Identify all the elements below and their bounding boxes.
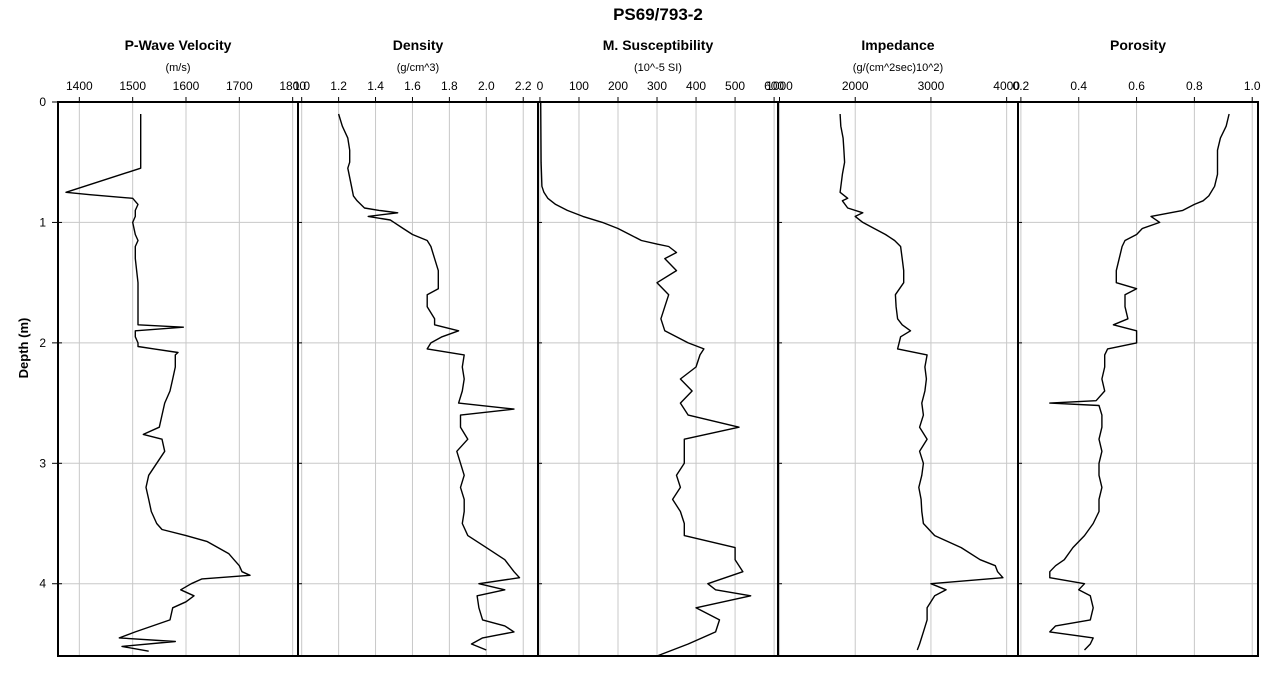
- panel-frame-porosity: [1017, 101, 1259, 657]
- panel-p-wave-velocity: P-Wave Velocity (m/s) 1400 1500 1600 1700 1800: [57, 37, 306, 657]
- x-tick-label-porosity-4: 1.0: [1244, 79, 1261, 93]
- panel-unit-impedance: (g/(cm^2sec)10^2): [853, 62, 943, 74]
- panel-m-susceptibility: M. Susceptibility (10^-5 SI) 0 100 200 300 400…: [537, 37, 784, 657]
- x-tick-label-p-wave-velocity-1: 1500: [119, 79, 146, 93]
- panel-porosity: Porosity 0.2 0.4 0.6 0.8 1.0: [1013, 37, 1261, 657]
- curve-m-susceptibility: [540, 101, 752, 657]
- x-tick-label-m-susceptibility-6: 600: [764, 79, 784, 93]
- curve-p-wave-velocity: [65, 114, 251, 652]
- x-tick-label-p-wave-velocity-3: 1700: [226, 79, 253, 93]
- x-tick-label-porosity-3: 0.8: [1186, 79, 1203, 93]
- curve-density: [337, 113, 521, 651]
- panel-title-m-susceptibility: M. Susceptibility: [603, 37, 714, 53]
- panel-title-porosity: Porosity: [1110, 37, 1166, 53]
- panel-density: Density (g/cm^3) 1.0 1.2 1.4 1.6 1.8 2.0 2.2: [293, 37, 539, 657]
- x-tick-label-m-susceptibility-5: 500: [725, 79, 745, 93]
- panel-frame-density: [297, 101, 539, 657]
- panel-title-impedance: Impedance: [861, 37, 934, 53]
- x-tick-label-impedance-0: 1000: [766, 79, 793, 93]
- y-tick-label-4: 4: [39, 577, 46, 591]
- x-tick-label-impedance-3: 4000: [993, 79, 1020, 93]
- log-panels: P-Wave Velocity (m/s) 1400 1500 1600 1700 1800…: [57, 37, 1261, 657]
- panel-title-p-wave-velocity: P-Wave Velocity: [125, 37, 232, 53]
- x-tick-label-impedance-1: 2000: [842, 79, 869, 93]
- y-tick-label-2: 2: [39, 336, 46, 350]
- curve-impedance: [839, 113, 1004, 651]
- x-tick-label-porosity-0: 0.2: [1013, 79, 1030, 93]
- x-tick-label-density-1: 1.2: [330, 79, 347, 93]
- x-tick-label-m-susceptibility-0: 0: [537, 79, 544, 93]
- panel-unit-density: (g/cm^3): [397, 62, 439, 74]
- panel-title-density: Density: [393, 37, 444, 53]
- y-tick-label-3: 3: [39, 456, 46, 470]
- x-tick-label-porosity-2: 0.6: [1128, 79, 1145, 93]
- x-tick-label-density-3: 1.6: [404, 79, 421, 93]
- curve-porosity: [1049, 113, 1230, 651]
- x-tick-label-density-4: 1.8: [441, 79, 458, 93]
- panel-frame-impedance: [777, 101, 1019, 657]
- chart-title: PS69/793-2: [613, 5, 703, 24]
- x-tick-label-density-6: 2.2: [515, 79, 532, 93]
- x-tick-label-density-0: 1.0: [293, 79, 310, 93]
- x-tick-label-p-wave-velocity-4: 1800: [279, 79, 306, 93]
- x-tick-label-p-wave-velocity-2: 1600: [173, 79, 200, 93]
- panel-unit-p-wave-velocity: (m/s): [165, 62, 190, 74]
- panel-unit-m-susceptibility: (10^-5 SI): [634, 62, 682, 74]
- x-tick-label-density-2: 1.4: [367, 79, 384, 93]
- panel-frame-m-susceptibility: [537, 101, 779, 657]
- panel-impedance: Impedance (g/(cm^2sec)10^2) 1000 2000 3000 40…: [766, 37, 1020, 657]
- x-tick-label-p-wave-velocity-0: 1400: [66, 79, 93, 93]
- x-tick-label-m-susceptibility-1: 100: [569, 79, 589, 93]
- y-tick-label-0: 0: [39, 95, 46, 109]
- x-tick-label-density-5: 2.0: [478, 79, 495, 93]
- x-tick-label-m-susceptibility-4: 400: [686, 79, 706, 93]
- y-axis-ticks: 0 1 2 3 4: [39, 95, 58, 591]
- y-axis-label: Depth (m): [16, 318, 31, 379]
- panel-frame-p-wave-velocity: [57, 101, 299, 657]
- x-tick-label-m-susceptibility-3: 300: [647, 79, 667, 93]
- x-tick-label-m-susceptibility-2: 200: [608, 79, 628, 93]
- y-tick-label-1: 1: [39, 215, 46, 229]
- x-tick-label-impedance-2: 3000: [918, 79, 945, 93]
- x-tick-label-porosity-1: 0.4: [1070, 79, 1087, 93]
